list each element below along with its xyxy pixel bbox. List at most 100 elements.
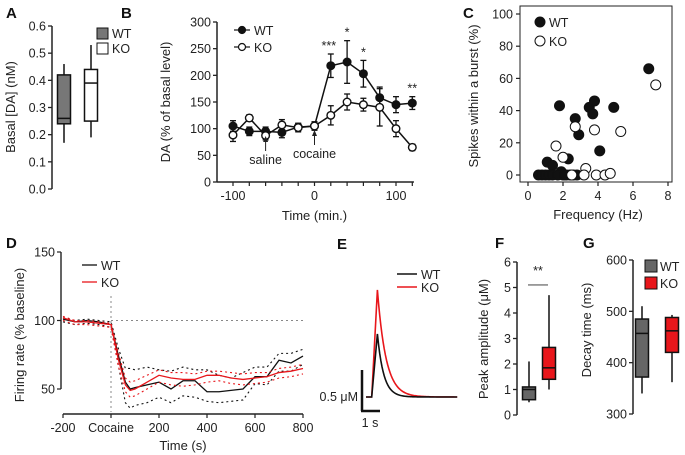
g-y-tick-label: 400 bbox=[606, 356, 627, 370]
a-legend-swatch-KO bbox=[96, 42, 109, 55]
f-y-tick-label: 5 bbox=[504, 281, 511, 295]
b-line-WT bbox=[232, 61, 413, 134]
d-x-tick-label: 200 bbox=[149, 421, 170, 435]
panel-label-A: A bbox=[6, 5, 17, 22]
b-y-tick-label: 100 bbox=[190, 122, 211, 136]
b-line-KO bbox=[232, 101, 413, 148]
c-point-KO bbox=[615, 126, 627, 138]
b-point-WT bbox=[277, 127, 287, 137]
c-y-tick-label: 80 bbox=[499, 40, 513, 54]
c-x-axis-title: Frequency (Hz) bbox=[553, 207, 643, 222]
d-y-tick-label: 50 bbox=[41, 383, 55, 397]
f-box-KO bbox=[541, 346, 557, 381]
a-y-tick-label: 0.6 bbox=[29, 20, 46, 34]
f-y-tick-label: 3 bbox=[504, 332, 511, 346]
c-y-tick-label: 0 bbox=[506, 169, 513, 183]
b-arrowhead-saline bbox=[263, 136, 269, 142]
g-legend-label-KO: KO bbox=[660, 277, 678, 291]
f-y-tick-label: 0 bbox=[504, 409, 511, 423]
c-point-KO bbox=[578, 169, 590, 181]
panel-label-E: E bbox=[337, 236, 347, 253]
b-y-tick-label: 250 bbox=[190, 42, 211, 56]
b-y-tick-label: 300 bbox=[190, 16, 211, 30]
e-scale-bar-y-label: 0.5 μM bbox=[320, 390, 358, 404]
b-legend-label-WT: WT bbox=[254, 24, 274, 38]
d-y-tick-label: 100 bbox=[34, 314, 55, 328]
c-point-WT bbox=[643, 63, 655, 75]
c-point-KO bbox=[550, 140, 562, 152]
d-x-tick-label: -200 bbox=[50, 421, 75, 435]
d-y-tick-label: 150 bbox=[34, 246, 55, 260]
f-y-tick-label: 6 bbox=[504, 256, 511, 270]
c-point-KO bbox=[566, 169, 578, 181]
d-legend-label-WT: WT bbox=[101, 259, 121, 273]
c-point-KO bbox=[557, 151, 569, 163]
f-y-tick-label: 4 bbox=[504, 307, 511, 321]
a-legend-swatch-WT bbox=[96, 27, 109, 40]
c-point-WT bbox=[594, 145, 606, 157]
b-point-WT bbox=[407, 98, 417, 108]
g-y-tick-label: 300 bbox=[606, 408, 627, 422]
f-significance: ** bbox=[533, 264, 543, 278]
f-y-tick-label: 1 bbox=[504, 383, 511, 397]
a-box-WT bbox=[56, 74, 72, 125]
d-sem-upper-WT bbox=[62, 317, 304, 379]
b-y-tick-label: 50 bbox=[197, 149, 211, 163]
panel-label-F: F bbox=[495, 235, 504, 252]
c-legend-marker-WT bbox=[534, 16, 546, 28]
c-point-KO bbox=[589, 124, 600, 136]
b-x-tick-label: 100 bbox=[386, 189, 407, 203]
d-x-tick-label: Cocaine bbox=[88, 421, 134, 435]
b-point-KO bbox=[358, 100, 368, 110]
g-y-axis-title: Decay time (ms) bbox=[579, 283, 594, 378]
d-legend-label-KO: KO bbox=[101, 276, 119, 290]
b-point-WT bbox=[342, 57, 352, 67]
d-x-tick-label: 800 bbox=[293, 421, 314, 435]
b-point-KO bbox=[375, 102, 385, 112]
b-legend-label-KO: KO bbox=[254, 41, 272, 55]
a-y-tick-label: 0.2 bbox=[29, 128, 46, 142]
b-significance: * bbox=[361, 45, 366, 59]
c-y-axis-title: Spikes within a burst (%) bbox=[466, 24, 481, 167]
d-x-axis-title: Time (s) bbox=[159, 438, 206, 453]
b-significance: * bbox=[345, 26, 350, 40]
g-box-WT bbox=[634, 318, 650, 378]
c-y-tick-label: 40 bbox=[499, 104, 513, 118]
c-point-WT bbox=[589, 95, 600, 107]
c-x-tick-label: 6 bbox=[630, 189, 637, 203]
panel-label-B: B bbox=[121, 5, 132, 22]
g-legend-label-WT: WT bbox=[660, 260, 680, 274]
b-significance: ** bbox=[407, 82, 417, 96]
c-point-KO bbox=[604, 167, 616, 179]
b-point-KO bbox=[293, 123, 303, 133]
b-point-KO bbox=[310, 121, 320, 131]
b-point-KO bbox=[244, 113, 254, 123]
e-scale-bar-x-label: 1 s bbox=[362, 416, 379, 430]
b-legend-marker-WT bbox=[237, 25, 247, 35]
b-point-KO bbox=[407, 142, 417, 152]
b-y-axis-title: DA (% of basal level) bbox=[158, 42, 173, 163]
d-line-KO bbox=[62, 317, 304, 392]
b-point-WT bbox=[358, 69, 368, 79]
panel-label-C: C bbox=[463, 5, 474, 22]
a-y-axis-title: Basal [DA] (nM) bbox=[3, 61, 18, 153]
a-y-tick-label: 0.3 bbox=[29, 101, 46, 115]
c-y-tick-label: 100 bbox=[492, 8, 513, 22]
b-point-KO bbox=[391, 124, 401, 134]
b-point-WT bbox=[228, 121, 238, 131]
c-x-tick-label: 4 bbox=[595, 189, 602, 203]
b-point-KO bbox=[326, 110, 336, 120]
c-x-tick-label: 2 bbox=[560, 189, 567, 203]
a-legend-label-KO: KO bbox=[112, 42, 130, 56]
d-x-tick-label: 400 bbox=[197, 421, 218, 435]
b-annotation-saline: saline bbox=[249, 153, 282, 167]
c-point-WT bbox=[547, 159, 558, 171]
b-arrowhead-cocaine bbox=[312, 130, 317, 136]
d-y-axis-title: Firing rate (% baseline) bbox=[12, 268, 27, 402]
c-point-WT bbox=[587, 108, 599, 120]
c-legend-marker-KO bbox=[534, 35, 546, 47]
b-point-KO bbox=[277, 120, 287, 130]
e-legend-label-WT: WT bbox=[421, 268, 441, 282]
c-point-WT bbox=[608, 101, 620, 113]
c-legend-label-KO: KO bbox=[549, 35, 567, 49]
